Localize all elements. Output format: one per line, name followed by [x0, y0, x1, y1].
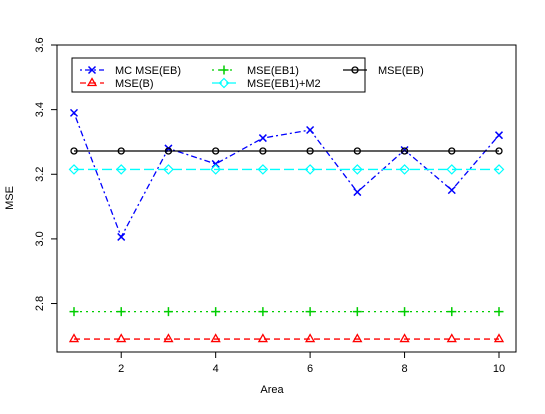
data-point — [258, 134, 267, 143]
data-point — [352, 307, 362, 317]
y-tick-label: 3.0 — [34, 231, 46, 246]
data-point — [494, 131, 504, 140]
data-point — [258, 307, 268, 317]
data-point — [210, 164, 222, 175]
data-point — [259, 147, 267, 155]
data-point — [115, 164, 127, 175]
data-point — [494, 307, 504, 317]
legend-box — [71, 57, 366, 93]
data-point — [211, 307, 221, 317]
data-point — [495, 147, 503, 155]
data-point — [447, 186, 456, 195]
data-point — [69, 307, 79, 317]
data-point — [353, 147, 361, 155]
x-tick-label: 6 — [307, 363, 313, 375]
data-point — [493, 333, 505, 343]
data-point — [353, 188, 362, 197]
data-point — [116, 307, 126, 317]
data-point — [400, 307, 410, 317]
x-axis-label: Area — [260, 384, 284, 396]
data-point — [304, 333, 316, 343]
data-point — [257, 164, 269, 175]
y-tick-label: 2.8 — [34, 296, 46, 311]
data-point — [69, 108, 79, 117]
plot-frame — [56, 44, 517, 353]
legend-label: MSE(EB) — [378, 65, 424, 77]
data-point — [448, 147, 456, 155]
data-point — [493, 164, 505, 175]
data-point — [68, 333, 80, 343]
data-point — [352, 333, 363, 343]
legend-label: MC MSE(EB) — [115, 65, 181, 77]
data-point — [306, 125, 315, 135]
data-point — [164, 147, 173, 155]
series-line — [73, 112, 500, 239]
data-point — [163, 333, 174, 343]
data-point — [211, 159, 220, 168]
data-point — [163, 307, 173, 317]
x-tick-label: 4 — [213, 363, 219, 375]
legend-label: MSE(EB1)+M2 — [247, 78, 321, 90]
data-point — [117, 147, 125, 155]
data-point — [351, 164, 363, 175]
data-point — [399, 333, 410, 343]
legend-marker — [351, 66, 359, 74]
data-point — [304, 164, 316, 175]
legend-label: MSE(B) — [115, 78, 154, 90]
data-point — [117, 232, 126, 241]
y-tick-label: 3.4 — [34, 102, 46, 117]
data-point — [447, 307, 457, 317]
legend-label: MSE(EB1) — [247, 65, 299, 77]
data-point — [210, 333, 221, 343]
data-point — [446, 164, 458, 175]
legend-marker — [218, 77, 230, 89]
legend-marker — [87, 65, 97, 75]
y-tick-label: 3.2 — [34, 167, 46, 182]
data-point — [306, 147, 314, 155]
data-point — [212, 147, 220, 155]
x-tick-label: 8 — [401, 363, 407, 375]
y-axis-label: MSE — [4, 186, 16, 210]
data-point — [116, 333, 127, 343]
data-point — [163, 164, 174, 175]
data-point — [257, 333, 269, 343]
data-point — [70, 147, 78, 155]
data-point — [446, 333, 457, 343]
x-tick-label: 2 — [118, 363, 124, 375]
legend-marker — [219, 65, 229, 75]
data-point — [68, 164, 80, 175]
x-tick-label: 10 — [493, 363, 505, 375]
data-point — [400, 147, 409, 155]
data-point — [399, 164, 410, 175]
y-tick-label: 3.6 — [34, 37, 46, 52]
legend-marker — [86, 77, 98, 87]
data-point — [305, 307, 315, 317]
